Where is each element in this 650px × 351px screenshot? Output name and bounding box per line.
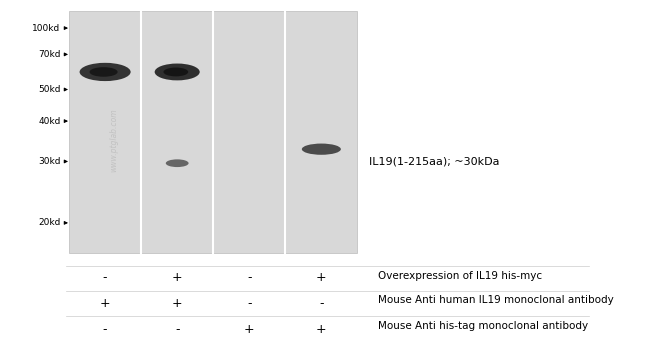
Ellipse shape	[79, 63, 131, 81]
Ellipse shape	[90, 67, 118, 77]
Text: +: +	[316, 271, 327, 284]
Text: 30kd: 30kd	[38, 157, 60, 166]
Text: +: +	[100, 297, 110, 310]
Text: -: -	[319, 297, 324, 310]
Ellipse shape	[302, 144, 341, 155]
Text: 20kd: 20kd	[38, 218, 60, 227]
Text: +: +	[244, 323, 255, 337]
Text: 100kd: 100kd	[32, 24, 60, 33]
Text: -: -	[247, 271, 252, 284]
Text: -: -	[175, 323, 179, 337]
Text: -: -	[103, 271, 107, 284]
Ellipse shape	[155, 64, 200, 80]
Text: 40kd: 40kd	[38, 117, 60, 126]
Text: +: +	[316, 323, 327, 337]
Text: IL19(1-215aa); ~30kDa: IL19(1-215aa); ~30kDa	[369, 157, 500, 166]
Text: www.ptglab.com: www.ptglab.com	[110, 108, 118, 172]
Bar	[69, 11, 358, 253]
Text: Mouse Anti human IL19 monoclonal antibody: Mouse Anti human IL19 monoclonal antibod…	[378, 295, 614, 305]
Text: +: +	[172, 297, 183, 310]
Text: 50kd: 50kd	[38, 85, 60, 94]
Text: -: -	[247, 297, 252, 310]
Text: +: +	[172, 271, 183, 284]
Text: Overexpression of IL19 his-myc: Overexpression of IL19 his-myc	[378, 271, 543, 280]
Text: 70kd: 70kd	[38, 50, 60, 59]
Text: -: -	[103, 323, 107, 337]
Ellipse shape	[163, 67, 188, 77]
Ellipse shape	[166, 159, 188, 167]
Text: Mouse Anti his-tag monoclonal antibody: Mouse Anti his-tag monoclonal antibody	[378, 322, 588, 331]
